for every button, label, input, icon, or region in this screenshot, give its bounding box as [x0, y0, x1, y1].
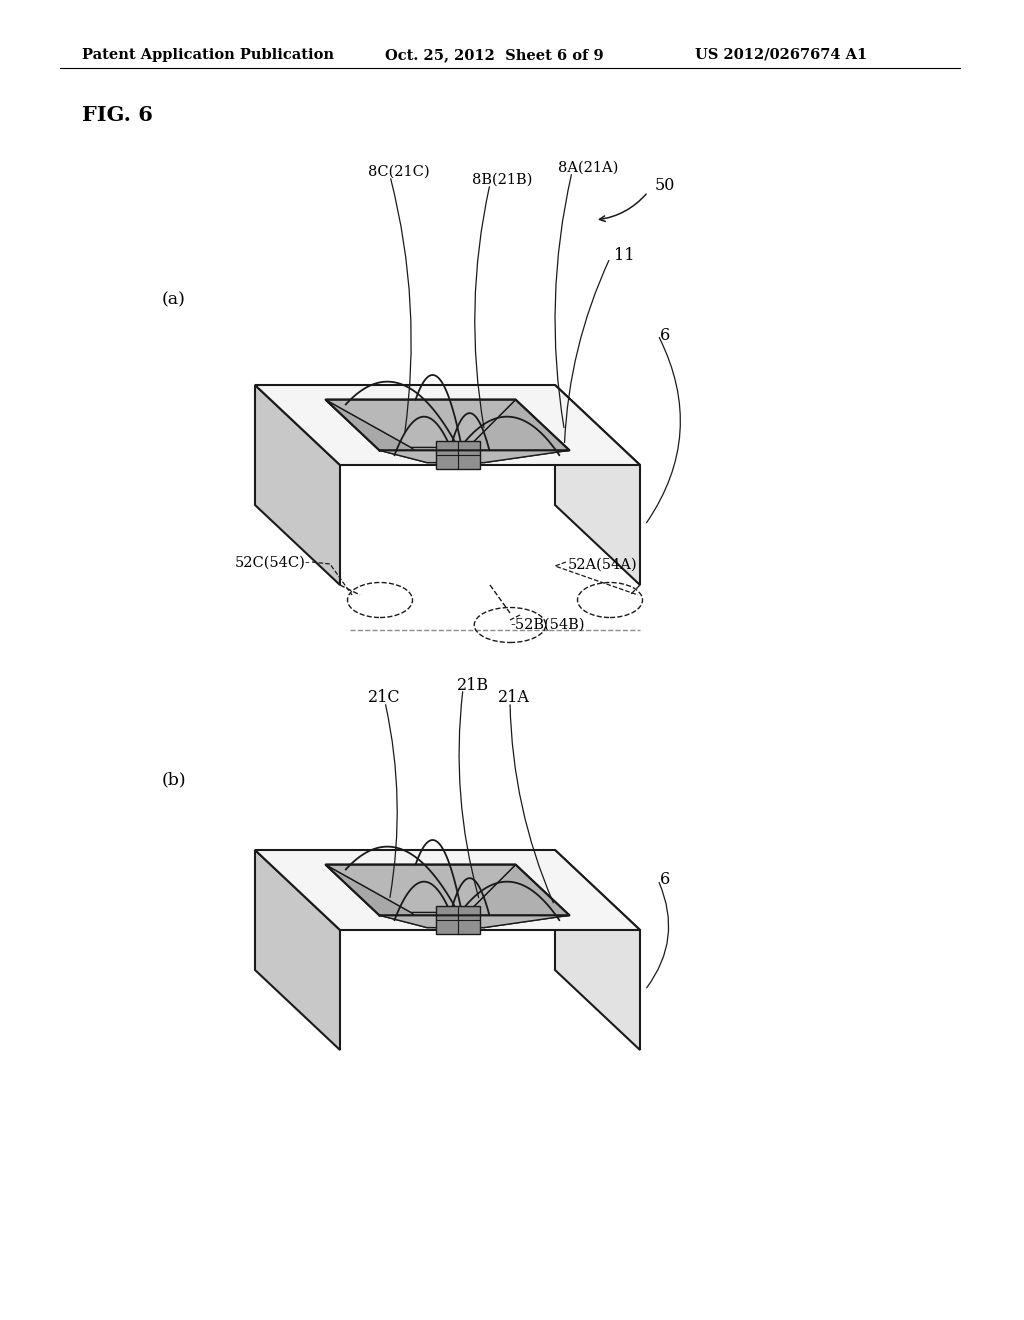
- Polygon shape: [326, 400, 515, 447]
- Text: US 2012/0267674 A1: US 2012/0267674 A1: [695, 48, 867, 62]
- Text: 11: 11: [614, 247, 635, 264]
- Polygon shape: [255, 385, 640, 465]
- Text: 50: 50: [655, 177, 676, 194]
- Polygon shape: [255, 850, 640, 931]
- Polygon shape: [411, 447, 484, 462]
- Polygon shape: [435, 906, 479, 935]
- Text: 52C(54C)-: 52C(54C)-: [234, 556, 310, 570]
- Text: 8A(21A): 8A(21A): [558, 161, 618, 176]
- Polygon shape: [326, 400, 569, 450]
- Text: 21A: 21A: [498, 689, 529, 706]
- Polygon shape: [326, 865, 427, 928]
- Text: 21C: 21C: [368, 689, 400, 706]
- Polygon shape: [468, 865, 569, 928]
- Text: 6: 6: [660, 871, 671, 888]
- Polygon shape: [326, 865, 515, 912]
- Polygon shape: [255, 385, 340, 585]
- Polygon shape: [411, 912, 484, 928]
- Text: -52B(54B): -52B(54B): [510, 618, 585, 632]
- Polygon shape: [468, 400, 569, 462]
- Polygon shape: [435, 441, 479, 469]
- Text: 8C(21C): 8C(21C): [368, 165, 430, 180]
- Text: 6: 6: [660, 326, 671, 343]
- Text: Oct. 25, 2012  Sheet 6 of 9: Oct. 25, 2012 Sheet 6 of 9: [385, 48, 603, 62]
- Text: 21B: 21B: [457, 676, 489, 693]
- Polygon shape: [326, 865, 569, 915]
- Polygon shape: [555, 385, 640, 585]
- Text: (b): (b): [162, 771, 186, 788]
- Polygon shape: [255, 850, 340, 1049]
- Text: (a): (a): [162, 292, 186, 309]
- Text: FIG. 6: FIG. 6: [82, 106, 153, 125]
- Polygon shape: [380, 915, 569, 928]
- Polygon shape: [326, 400, 427, 462]
- Polygon shape: [380, 450, 569, 462]
- Text: Patent Application Publication: Patent Application Publication: [82, 48, 334, 62]
- Text: 8B(21B): 8B(21B): [472, 173, 532, 187]
- Text: 52A(54A): 52A(54A): [568, 558, 638, 572]
- Polygon shape: [555, 850, 640, 1049]
